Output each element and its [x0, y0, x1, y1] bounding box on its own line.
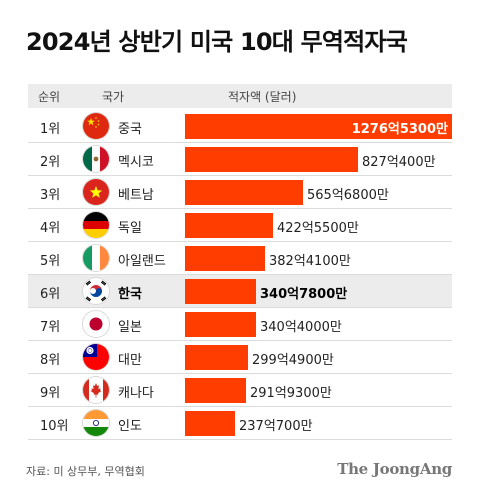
bar [185, 279, 256, 304]
bar [185, 345, 248, 370]
japan-flag-icon [83, 311, 109, 337]
chart-row: 9위 캐나다 291억9300만 [28, 374, 452, 407]
china-flag-icon [83, 113, 109, 139]
rank-label: 5위 [40, 254, 61, 269]
bar [185, 246, 265, 271]
chart-title: 2024년 상반기 미국 10대 무역적자국 [26, 28, 408, 56]
table-header: 순위 국가 적자액 (달러) [28, 84, 452, 108]
value-label: 382억4100만 [269, 254, 351, 269]
chart-row: 1위 중국 1276억5300만 [28, 110, 452, 143]
value-label: 340억7800만 [260, 287, 348, 302]
header-deficit: 적자액 (달러) [228, 90, 297, 104]
chart-row: 2위 멕시코 827억400만 [28, 143, 452, 176]
value-label: 299억4900만 [252, 353, 334, 368]
country-label: 캐나다 [118, 386, 154, 401]
ireland-flag-icon [83, 245, 109, 271]
value-label: 422억5500만 [277, 221, 359, 236]
taiwan-flag-icon [83, 344, 109, 370]
source-note: 자료: 미 상무부, 무역협회 [26, 465, 145, 478]
germany-flag-icon [83, 212, 109, 238]
chart-row: 8위 대만 299억4900만 [28, 341, 452, 374]
value-label: 340억4000만 [260, 320, 342, 335]
country-label: 인도 [118, 419, 142, 434]
value-label: 237억700만 [239, 419, 313, 434]
country-label: 아일랜드 [118, 254, 166, 269]
chart-row: 5위 아일랜드 382억4100만 [28, 242, 452, 275]
vietnam-flag-icon [83, 179, 109, 205]
header-rank: 순위 [38, 90, 61, 104]
chart-row: 6위 한국 340억7800만 [28, 275, 452, 308]
header-country: 국가 [102, 90, 125, 104]
country-label: 독일 [118, 221, 142, 236]
chart-row: 4위 독일 422억5500만 [28, 209, 452, 242]
bar [185, 312, 256, 337]
value-label: 565억6800만 [307, 188, 389, 203]
value-label: 291억9300만 [250, 386, 332, 401]
rank-label: 8위 [40, 353, 61, 368]
country-label: 대만 [118, 353, 142, 368]
bar [185, 114, 452, 139]
country-label: 멕시코 [118, 155, 154, 170]
rank-label: 1위 [40, 122, 61, 137]
india-flag-icon [83, 410, 109, 436]
rank-label: 2위 [40, 155, 61, 170]
rank-label: 9위 [40, 386, 61, 401]
chart-row: 3위 베트남 565억6800만 [28, 176, 452, 209]
canada-flag-icon [83, 377, 109, 403]
bar [185, 213, 273, 238]
country-label: 중국 [118, 122, 142, 137]
bar [185, 180, 303, 205]
value-label: 1276억5300만 [351, 122, 448, 137]
chart-row: 10위 인도 237억700만 [28, 407, 452, 440]
bar [185, 147, 358, 172]
publisher-logo: The JoongAng [337, 460, 452, 478]
mexico-flag-icon [83, 146, 109, 172]
korea-flag-icon [83, 278, 109, 304]
rank-label: 7위 [40, 320, 61, 335]
rank-label: 3위 [40, 188, 61, 203]
country-label: 한국 [118, 287, 142, 302]
bar [185, 411, 235, 436]
value-label: 827억400만 [362, 155, 436, 170]
bar [185, 378, 246, 403]
rank-label: 10위 [40, 419, 69, 434]
rank-label: 4위 [40, 221, 61, 236]
country-label: 베트남 [118, 188, 154, 203]
country-label: 일본 [118, 320, 142, 335]
chart-row: 7위 일본 340억4000만 [28, 308, 452, 341]
rank-label: 6위 [40, 287, 61, 302]
